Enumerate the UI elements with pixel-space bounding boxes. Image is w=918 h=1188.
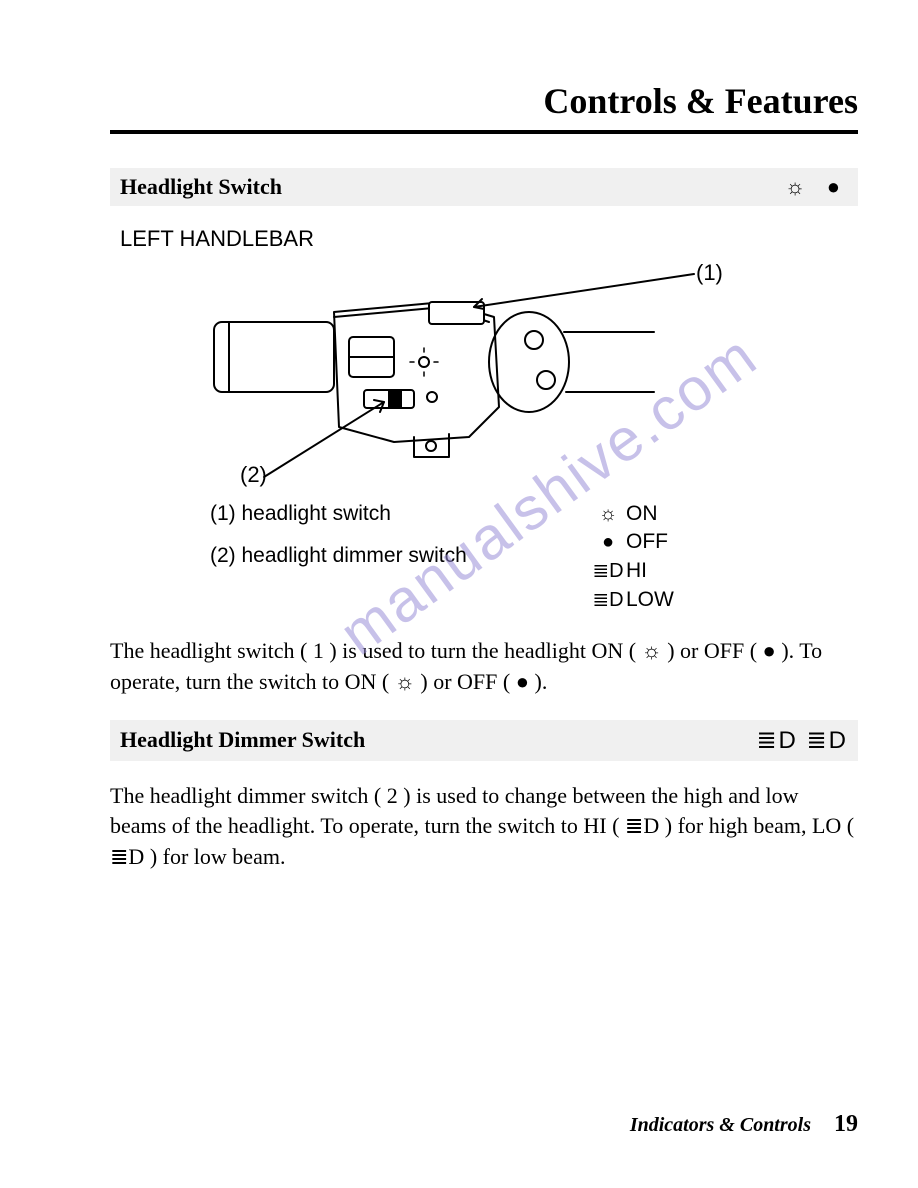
section-title: Headlight Switch bbox=[120, 174, 282, 200]
legend-label: HI bbox=[626, 559, 647, 583]
section-bar-headlight-switch: Headlight Switch ☼ ● bbox=[110, 168, 858, 206]
legend-row-on: ☼ ON bbox=[590, 502, 770, 526]
footer-section: Indicators & Controls bbox=[630, 1114, 811, 1136]
high-beam-icon: ≣D bbox=[590, 558, 626, 583]
legend-label: OFF bbox=[626, 530, 668, 554]
dot-icon: ● bbox=[590, 531, 626, 554]
legend-label: LOW bbox=[626, 588, 674, 612]
legend-row-low: ≣D LOW bbox=[590, 587, 770, 612]
legend-row-hi: ≣D HI bbox=[590, 558, 770, 583]
section-bar-dimmer-switch: Headlight Dimmer Switch ≣D ≣D bbox=[110, 720, 858, 761]
legend-row-off: ● OFF bbox=[590, 530, 770, 554]
handlebar-diagram: (1) (2) bbox=[134, 262, 834, 492]
diagram-legend: (1) headlight switch (2) headlight dimme… bbox=[210, 502, 858, 616]
legend-item-2: (2) headlight dimmer switch bbox=[210, 544, 590, 568]
sun-icon: ☼ bbox=[590, 503, 626, 526]
section-title: Headlight Dimmer Switch bbox=[120, 727, 365, 753]
legend-label: ON bbox=[626, 502, 658, 526]
page-footer: Indicators & Controls 19 bbox=[630, 1111, 858, 1138]
body-text-headlight-switch: The headlight switch ( 1 ) is used to tu… bbox=[110, 636, 858, 698]
footer-page-number: 19 bbox=[834, 1111, 858, 1137]
section-icons: ☼ ● bbox=[785, 174, 848, 200]
callout-2: (2) bbox=[240, 462, 267, 488]
subheading-left-handlebar: LEFT HANDLEBAR bbox=[120, 226, 858, 252]
rule bbox=[110, 130, 858, 134]
body-text-dimmer-switch: The headlight dimmer switch ( 2 ) is use… bbox=[110, 781, 858, 873]
low-beam-icon: ≣D bbox=[590, 587, 626, 612]
callout-1: (1) bbox=[696, 260, 723, 286]
legend-item-1: (1) headlight switch bbox=[210, 502, 590, 526]
chapter-title: Controls & Features bbox=[110, 80, 858, 122]
section-icons: ≣D ≣D bbox=[756, 726, 848, 755]
